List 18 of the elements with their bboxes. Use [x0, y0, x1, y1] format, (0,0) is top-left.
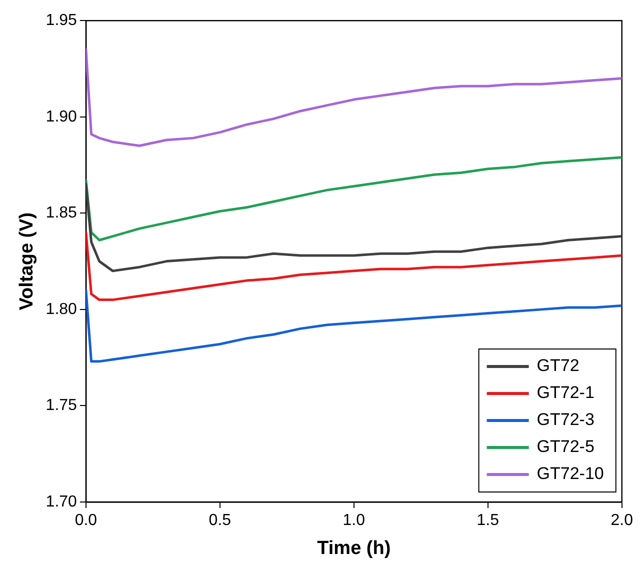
x-axis-title: Time (h) — [317, 538, 391, 559]
x-tick-label: 1.0 — [342, 512, 366, 530]
legend-label: GT72-10 — [536, 464, 604, 484]
x-tick-label: 0.0 — [74, 512, 98, 530]
legend-label: GT72 — [536, 356, 580, 376]
y-axis-title: Voltage (V) — [16, 212, 38, 310]
legend-label: GT72-5 — [536, 437, 594, 456]
x-tick-label: 0.5 — [208, 512, 232, 530]
y-tick-label: 1.70 — [46, 493, 78, 510]
y-tick-label: 1.85 — [46, 204, 78, 222]
y-tick-label: 1.95 — [46, 12, 78, 30]
legend-label: GT72-1 — [536, 383, 594, 402]
y-tick-label: 1.90 — [46, 108, 78, 126]
y-tick-label: 1.80 — [46, 300, 78, 318]
x-tick-label: 1.5 — [476, 512, 500, 530]
x-tick-label: 2.0 — [610, 512, 634, 530]
y-tick-label: 1.75 — [46, 397, 78, 414]
legend-label: GT72-3 — [536, 410, 594, 430]
